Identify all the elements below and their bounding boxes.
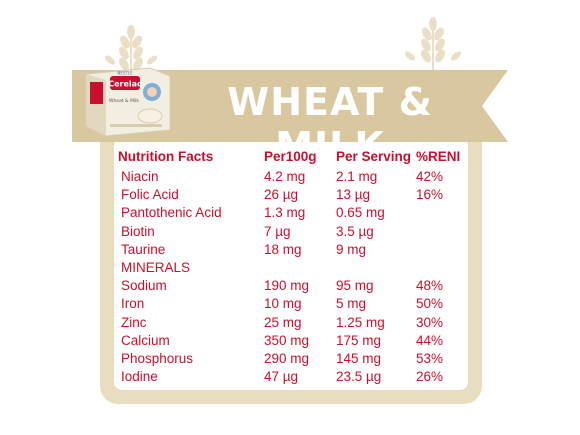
nutrition-card-inner (114, 138, 468, 390)
per100g-value: 47 µg (264, 369, 299, 385)
per100g-value: 290 mg (264, 351, 310, 367)
nutrient-name: Phosphorus (121, 351, 194, 367)
table-header-row: Nutrition Facts Per100g Per Serving %REN… (118, 146, 466, 168)
banner-title: WHEAT & MILK (227, 80, 433, 168)
per100g-value: 25 mg (264, 314, 302, 330)
nutrient-name: Zinc (121, 314, 147, 330)
per100g-value: 7 µg (264, 223, 291, 239)
reni-value: 48% (416, 278, 444, 294)
per-serving-value: 1.25 mg (336, 314, 385, 330)
per-serving-value: 5 mg (336, 296, 367, 312)
nutrient-name: Calcium (121, 332, 170, 348)
per100g-value: 10 mg (264, 296, 302, 312)
table-row: Biotin 7 µg 3.5 µg (118, 223, 466, 241)
nutrient-name: Sodium (121, 278, 167, 294)
per100g-value: 190 mg (264, 278, 310, 294)
per-serving-value: 9 mg (336, 241, 367, 257)
table-row: Sodium 190 mg 95 mg 48% (118, 277, 466, 295)
per100g-value (264, 259, 336, 277)
per-serving-value: 2.1 mg (336, 169, 378, 184)
nutrient-name: Iron (121, 296, 145, 312)
header-per-serving: Per Serving (336, 148, 412, 164)
pack-variant: Wheat & Milk (109, 98, 139, 104)
per-serving-value: 23.5 µg (336, 369, 382, 385)
nutrient-name: Taurine (121, 241, 166, 257)
nutrient-name: Pantothenic Acid (121, 205, 222, 221)
per-serving-value: 175 mg (336, 332, 382, 348)
per100g-value: 1.3 mg (264, 205, 306, 221)
cerelac-pack-icon: Cerelac NESTLÉ Wheat & Milk (85, 67, 171, 137)
nutrient-name: Folic Acid (121, 187, 179, 203)
title-banner: WHEAT & MILK (62, 62, 532, 168)
reni-value: 16% (416, 187, 444, 203)
per100g-value: 18 mg (264, 241, 302, 257)
nutrition-table: Nutrition Facts Per100g Per Serving %REN… (118, 146, 466, 386)
nutrient-name: MINERALS (121, 260, 191, 276)
reni-value: 50% (416, 296, 444, 312)
nutrient-name: Biotin (121, 223, 155, 239)
reni-value (416, 223, 466, 241)
table-row: Folic Acid 26 µg 13 µg 16% (118, 186, 466, 204)
table-row: Zinc 25 mg 1.25 mg 30% (118, 314, 466, 332)
per-serving-value (336, 259, 416, 277)
table-row: Taurine 18 mg 9 mg (118, 241, 466, 259)
table-row: Phosphorus 290 mg 145 mg 53% (118, 350, 466, 368)
reni-value (416, 204, 466, 222)
table-row: Pantothenic Acid 1.3 mg 0.65 mg (118, 204, 466, 222)
reni-value (416, 259, 466, 277)
reni-value (416, 241, 466, 259)
header-nutrition-facts: Nutrition Facts (118, 148, 214, 164)
pack-maker: NESTLÉ (117, 71, 133, 76)
per100g-value: 4.2 mg (264, 169, 306, 184)
per-serving-value: 13 µg (336, 187, 371, 203)
per100g-value: 350 mg (264, 332, 310, 348)
per-serving-value: 3.5 µg (336, 223, 374, 239)
per-serving-value: 95 mg (336, 278, 374, 294)
reni-value: 44% (416, 332, 444, 348)
table-row: Iron 10 mg 5 mg 50% (118, 295, 466, 313)
nutrition-card (100, 104, 482, 404)
per-serving-value: 145 mg (336, 351, 382, 367)
wheat-left-icon (105, 25, 157, 82)
per-serving-value: 0.65 mg (336, 205, 385, 221)
table-row: MINERALS (118, 259, 466, 277)
reni-value: 53% (416, 351, 444, 367)
nutrient-name: Iodine (121, 369, 158, 385)
pack-brand: Cerelac (108, 80, 142, 89)
wheat-right-icon (405, 17, 461, 78)
reni-value: 26% (416, 369, 444, 385)
reni-value: 42% (416, 169, 444, 184)
table-row: Niacin 4.2 mg 2.1 mg 42% (118, 168, 466, 186)
table-row: Iodine 47 µg 23.5 µg 26% (118, 368, 466, 386)
header-per100g: Per100g (264, 148, 317, 164)
header-reni: %RENI (416, 148, 461, 164)
reni-value: 30% (416, 314, 444, 330)
table-row: Calcium 350 mg 175 mg 44% (118, 332, 466, 350)
per100g-value: 26 µg (264, 187, 299, 203)
nutrient-name: Niacin (121, 169, 159, 184)
